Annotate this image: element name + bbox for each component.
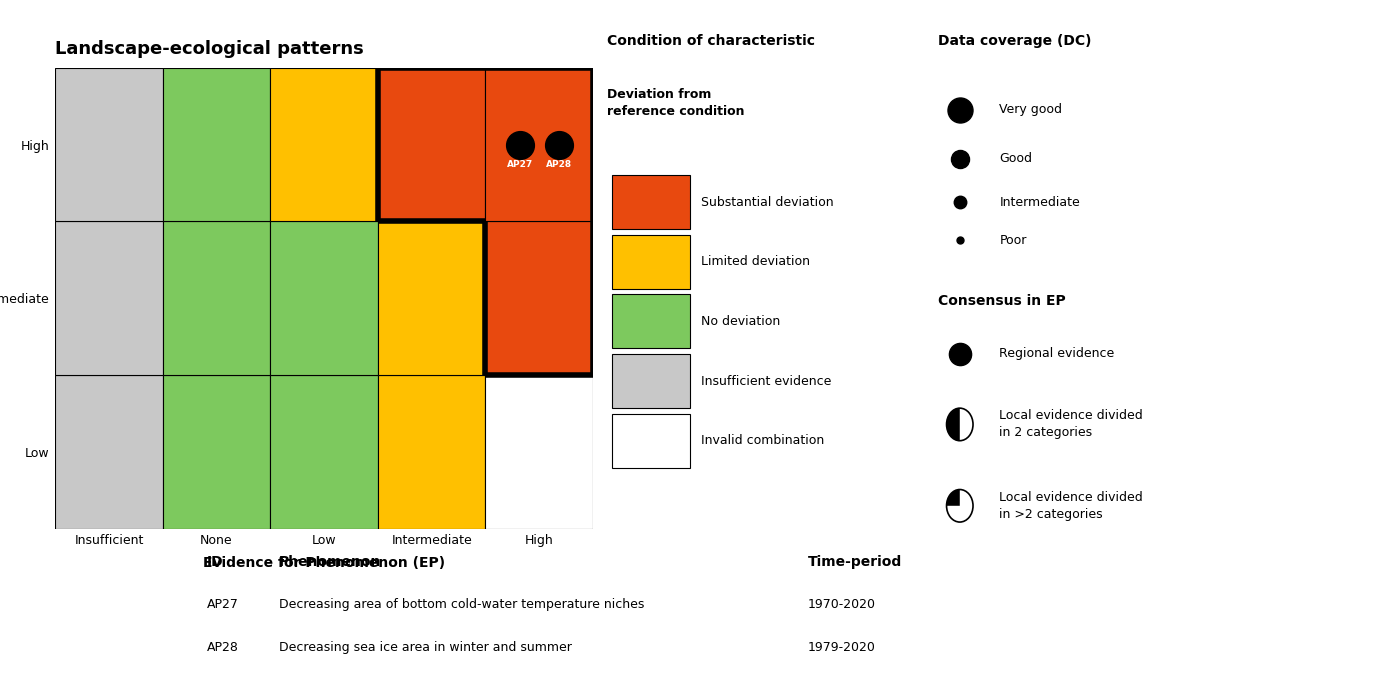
Bar [163, 375, 270, 529]
Bar [55, 222, 163, 375]
Text: Local evidence divided
in 2 categories: Local evidence divided in 2 categories [1000, 410, 1143, 439]
Text: Limited deviation: Limited deviation [701, 255, 809, 268]
Bar [378, 68, 485, 222]
Text: Invalid combination: Invalid combination [701, 434, 823, 447]
Text: Time-period: Time-period [808, 555, 902, 570]
Bar [612, 235, 690, 289]
Bar [378, 375, 485, 529]
Circle shape [946, 490, 974, 522]
Text: AP28: AP28 [207, 641, 239, 654]
Bar [55, 375, 163, 529]
Text: Substantial deviation: Substantial deviation [701, 195, 833, 209]
Text: Phenomenon: Phenomenon [279, 555, 381, 570]
Text: Decreasing sea ice area in winter and summer: Decreasing sea ice area in winter and su… [279, 641, 571, 654]
Text: Consensus in EP: Consensus in EP [938, 294, 1066, 308]
Bar [55, 68, 163, 222]
Bar [270, 375, 378, 529]
Text: Intermediate: Intermediate [1000, 195, 1080, 209]
Text: Condition of characteristic: Condition of characteristic [607, 34, 815, 48]
Bar [270, 68, 378, 222]
Bar [163, 68, 270, 222]
Text: Data coverage (DC): Data coverage (DC) [938, 34, 1091, 48]
Text: Insufficient evidence: Insufficient evidence [701, 374, 832, 388]
Text: Very good: Very good [1000, 103, 1062, 117]
Text: Local evidence divided
in >2 categories: Local evidence divided in >2 categories [1000, 491, 1143, 521]
Bar [270, 222, 378, 375]
Bar [378, 222, 485, 375]
Bar [485, 222, 593, 375]
Bar [612, 414, 690, 468]
Wedge shape [946, 490, 960, 506]
Bar [485, 68, 593, 222]
Text: Poor: Poor [1000, 233, 1027, 247]
Bar [612, 175, 690, 229]
Text: Decreasing area of bottom cold-water temperature niches: Decreasing area of bottom cold-water tem… [279, 598, 644, 611]
Bar [163, 222, 270, 375]
Text: 1979-2020: 1979-2020 [808, 641, 876, 654]
Text: 1970-2020: 1970-2020 [808, 598, 876, 611]
Text: AP27: AP27 [207, 598, 239, 611]
X-axis label: Evidence for Phenomenon (EP): Evidence for Phenomenon (EP) [203, 556, 445, 570]
Text: Good: Good [1000, 152, 1033, 165]
Text: Landscape-ecological patterns: Landscape-ecological patterns [55, 40, 364, 58]
Text: Regional evidence: Regional evidence [1000, 347, 1114, 361]
Text: ID: ID [207, 555, 223, 570]
Bar [485, 375, 593, 529]
Text: AP27: AP27 [506, 160, 532, 169]
Wedge shape [946, 408, 960, 441]
Circle shape [946, 408, 974, 441]
Bar [612, 294, 690, 348]
Text: Deviation from
reference condition: Deviation from reference condition [607, 88, 745, 118]
Text: AP28: AP28 [546, 160, 572, 169]
Text: No deviation: No deviation [701, 315, 779, 328]
Bar [612, 354, 690, 408]
